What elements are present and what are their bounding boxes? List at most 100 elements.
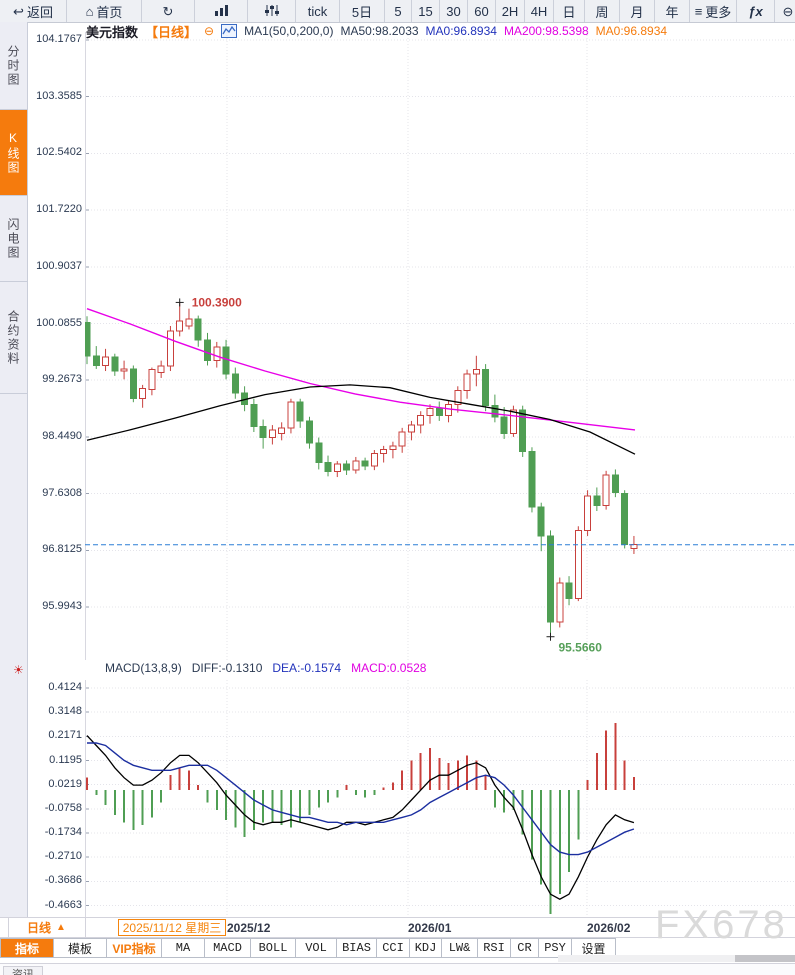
interval-2h-button[interactable]: 2H (496, 0, 525, 22)
bar-chart-icon (214, 4, 229, 19)
interval-day-button[interactable]: 日 (554, 0, 585, 22)
tab-vip-indicator[interactable]: VIP指标 (107, 938, 162, 958)
sidebar-tab-kline-chart[interactable]: K线图 (0, 110, 27, 196)
interval-5day-button[interactable]: 5日 (340, 0, 385, 22)
axis-tick-label: 97.6308 (42, 486, 82, 499)
horizontal-scrollbar-track[interactable] (558, 955, 795, 962)
axis-tick-label: -0.3686 (44, 874, 82, 887)
axis-tick-label: 95.9943 (42, 600, 82, 612)
interval-4h-button[interactable]: 4H (525, 0, 554, 22)
indicator-boll[interactable]: BOLL (251, 938, 296, 958)
interval-30-button[interactable]: 30 (440, 0, 468, 22)
month-label: 2026/01 (408, 921, 452, 935)
ma0-orange-value: MA0:96.8934 (595, 24, 668, 38)
date-row-stub (0, 918, 9, 937)
axis-tick-label: 0.1195 (49, 753, 82, 766)
macd-macd-value: MACD:0.0528 (351, 661, 427, 675)
indicator-lwr[interactable]: LW& (442, 938, 478, 958)
axis-tick-label: 98.4490 (42, 429, 82, 442)
interval-5-button[interactable]: 5 (385, 0, 412, 22)
refresh-button[interactable]: ↻ (142, 0, 195, 22)
indicator-macd[interactable]: MACD (205, 938, 251, 958)
toolbar-item-label: 5日 (351, 4, 373, 20)
macd-dea-value: DEA:-0.1574 (272, 661, 342, 675)
bottom-partial-row: 资讯 (0, 963, 795, 975)
triangle-up-icon: ▲ (56, 922, 66, 933)
axis-tick-label: 0.4124 (48, 681, 82, 693)
interval-week-button[interactable]: 周 (585, 0, 620, 22)
home-icon: ⌂ (85, 3, 94, 19)
toolbar-item-label: 4H (530, 3, 548, 19)
toolbar-item-label: 月 (630, 4, 644, 20)
interval-year-button[interactable]: 年 (655, 0, 690, 22)
cursor-date-badge: 2025/11/12 星期三 (118, 919, 226, 936)
back-button[interactable]: ↩ 返回 (0, 0, 67, 22)
macd-header: MACD(13,8,9) DIFF:-0.1310 DEA:-0.1574 MA… (105, 660, 426, 676)
ma0-blue-value: MA0:96.8934 (425, 24, 497, 38)
interval-month-button[interactable]: 月 (620, 0, 655, 22)
svg-text:95.5660: 95.5660 (559, 641, 603, 655)
toolbar-item-label: 日 (562, 4, 576, 20)
tick-button[interactable]: tick (296, 0, 340, 22)
indicator-ma[interactable]: MA (162, 938, 205, 958)
more-button[interactable]: ≡ 更多 (690, 0, 737, 22)
candle-sliders-icon (264, 4, 280, 19)
interval-60-button[interactable]: 60 (468, 0, 496, 22)
horizontal-scrollbar-thumb[interactable] (735, 955, 795, 962)
line-chart-icon (221, 24, 238, 38)
toolbar-item-label: 2H (501, 3, 519, 19)
toolbar-item-label: tick (307, 3, 328, 19)
fx-button[interactable]: ƒx (737, 0, 775, 22)
price-chart-canvas[interactable]: 100.3900 95.5660 (85, 32, 795, 660)
ma-settings-label: MA1(50,0,200,0) (244, 24, 334, 38)
macd-formula: MACD(13,8,9) (105, 661, 182, 675)
axis-tick-label: 100.9037 (36, 259, 82, 272)
axis-tick-label: 99.2673 (42, 373, 82, 386)
macd-diff-value: DIFF:-0.1310 (191, 661, 263, 675)
indicator-vol[interactable]: VOL (296, 938, 337, 958)
sidebar-tab-lightning-chart[interactable]: 闪电图 (0, 196, 27, 282)
axis-tick-label: 0.3148 (48, 705, 82, 718)
indicator-cci[interactable]: CCI (377, 938, 410, 958)
indicator-kdj[interactable]: KDJ (410, 938, 442, 958)
zoom-out-button[interactable]: ⊖ (775, 0, 795, 22)
indicator-settings-icon[interactable]: ☀ (13, 663, 24, 677)
axis-tick-label: 0.0219 (48, 777, 82, 790)
axis-tick-label: -0.4663 (44, 898, 82, 911)
macd-chart-canvas[interactable] (85, 680, 795, 917)
tab-news[interactable]: 资讯 (3, 966, 43, 975)
axis-tick-label: -0.2710 (44, 850, 82, 863)
tab-indicator[interactable]: 指标 (0, 938, 54, 958)
month-label: 2025/12 (227, 921, 271, 935)
ma200-value: MA200:98.5398 (503, 24, 589, 38)
toolbar-item-label: 30 (446, 3, 461, 19)
toolbar-item-label: 周 (595, 4, 609, 20)
axis-tick-label: 101.7220 (36, 203, 82, 216)
collapse-circle-icon[interactable]: ⊖ (204, 24, 215, 38)
interval-15-button[interactable]: 15 (412, 0, 440, 22)
axis-tick-label: 102.5402 (36, 146, 82, 159)
bottom-toolbar: 指标 模板 VIP指标 MA MACD BOLL VOL BIAS CCI KDJ LW& RSI CR… (0, 938, 616, 958)
axis-tick-label: -0.1734 (44, 826, 82, 839)
indicator-cr[interactable]: CR (511, 938, 539, 958)
indicator-psy[interactable]: PSY (539, 938, 572, 958)
toolbar-item-label: 15 (418, 3, 433, 19)
tab-template[interactable]: 模板 (54, 938, 107, 958)
sidebar-tab-timeshare-chart[interactable]: 分时图 (0, 22, 27, 110)
toolbar-item-label: 60 (474, 3, 489, 19)
toolbar-item-label: 返回 (26, 4, 53, 20)
sidebar-tab-contract-info[interactable]: 合约资料 (0, 282, 27, 394)
axis-tick-label: 104.1767 (36, 33, 82, 45)
ma50-value: MA50:98.2033 (340, 24, 419, 38)
month-label: 2026/02 (587, 921, 631, 935)
indicator-sliders-button[interactable] (248, 0, 296, 22)
axis-tick-label: -0.0758 (44, 801, 82, 814)
bar-chart-button[interactable] (195, 0, 248, 22)
period-selector[interactable]: 日线 ▲ (8, 918, 86, 937)
indicator-rsi[interactable]: RSI (478, 938, 511, 958)
menu-icon: ≡ (694, 3, 703, 19)
home-button[interactable]: ⌂ 首页 (67, 0, 142, 22)
symbol-title: 美元指数 (86, 24, 139, 40)
indicator-bias[interactable]: BIAS (337, 938, 377, 958)
